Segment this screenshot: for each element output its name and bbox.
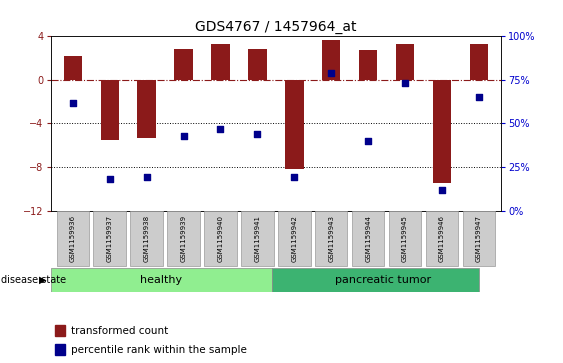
- FancyBboxPatch shape: [389, 211, 421, 266]
- Text: percentile rank within the sample: percentile rank within the sample: [71, 345, 247, 355]
- Bar: [137, 80, 156, 138]
- Point: [253, 131, 262, 137]
- Text: ▶: ▶: [39, 275, 46, 285]
- Bar: [470, 44, 488, 80]
- FancyBboxPatch shape: [241, 211, 274, 266]
- FancyBboxPatch shape: [463, 211, 495, 266]
- FancyBboxPatch shape: [315, 211, 347, 266]
- Bar: [322, 40, 341, 80]
- Bar: [55, 325, 65, 336]
- Bar: [248, 49, 267, 80]
- Text: disease state: disease state: [1, 275, 66, 285]
- Text: GSM1159942: GSM1159942: [291, 215, 297, 262]
- Text: GSM1159941: GSM1159941: [254, 215, 261, 262]
- Bar: [433, 80, 451, 183]
- FancyBboxPatch shape: [56, 211, 89, 266]
- Point: [216, 126, 225, 131]
- Bar: [101, 80, 119, 140]
- Text: GSM1159943: GSM1159943: [328, 215, 334, 262]
- Text: healthy: healthy: [140, 275, 182, 285]
- FancyBboxPatch shape: [167, 211, 200, 266]
- Text: GSM1159940: GSM1159940: [217, 215, 224, 262]
- Text: GSM1159944: GSM1159944: [365, 215, 371, 262]
- Bar: [359, 50, 377, 80]
- Bar: [175, 49, 193, 80]
- Text: GSM1159936: GSM1159936: [70, 215, 76, 262]
- FancyBboxPatch shape: [204, 211, 236, 266]
- FancyBboxPatch shape: [272, 268, 479, 292]
- FancyBboxPatch shape: [131, 211, 163, 266]
- Text: transformed count: transformed count: [71, 326, 168, 336]
- Point: [179, 133, 188, 139]
- Text: GSM1159945: GSM1159945: [402, 215, 408, 262]
- Text: pancreatic tumor: pancreatic tumor: [335, 275, 431, 285]
- Point: [290, 175, 299, 180]
- Bar: [64, 56, 82, 80]
- FancyBboxPatch shape: [93, 211, 126, 266]
- Point: [105, 176, 114, 182]
- Point: [142, 175, 151, 180]
- FancyBboxPatch shape: [278, 211, 311, 266]
- Text: GSM1159946: GSM1159946: [439, 215, 445, 262]
- Text: GSM1159947: GSM1159947: [476, 215, 482, 262]
- Bar: [55, 344, 65, 355]
- Point: [401, 81, 410, 86]
- Point: [475, 94, 484, 100]
- Text: GSM1159939: GSM1159939: [181, 215, 186, 262]
- Point: [437, 187, 446, 192]
- Bar: [211, 44, 230, 80]
- FancyBboxPatch shape: [51, 268, 272, 292]
- Text: GSM1159937: GSM1159937: [107, 215, 113, 262]
- Point: [68, 99, 77, 105]
- Title: GDS4767 / 1457964_at: GDS4767 / 1457964_at: [195, 20, 356, 34]
- Bar: [396, 44, 414, 80]
- Point: [364, 138, 373, 144]
- FancyBboxPatch shape: [426, 211, 458, 266]
- Text: GSM1159938: GSM1159938: [144, 215, 150, 262]
- Bar: [285, 80, 303, 169]
- FancyBboxPatch shape: [352, 211, 385, 266]
- Point: [327, 70, 336, 76]
